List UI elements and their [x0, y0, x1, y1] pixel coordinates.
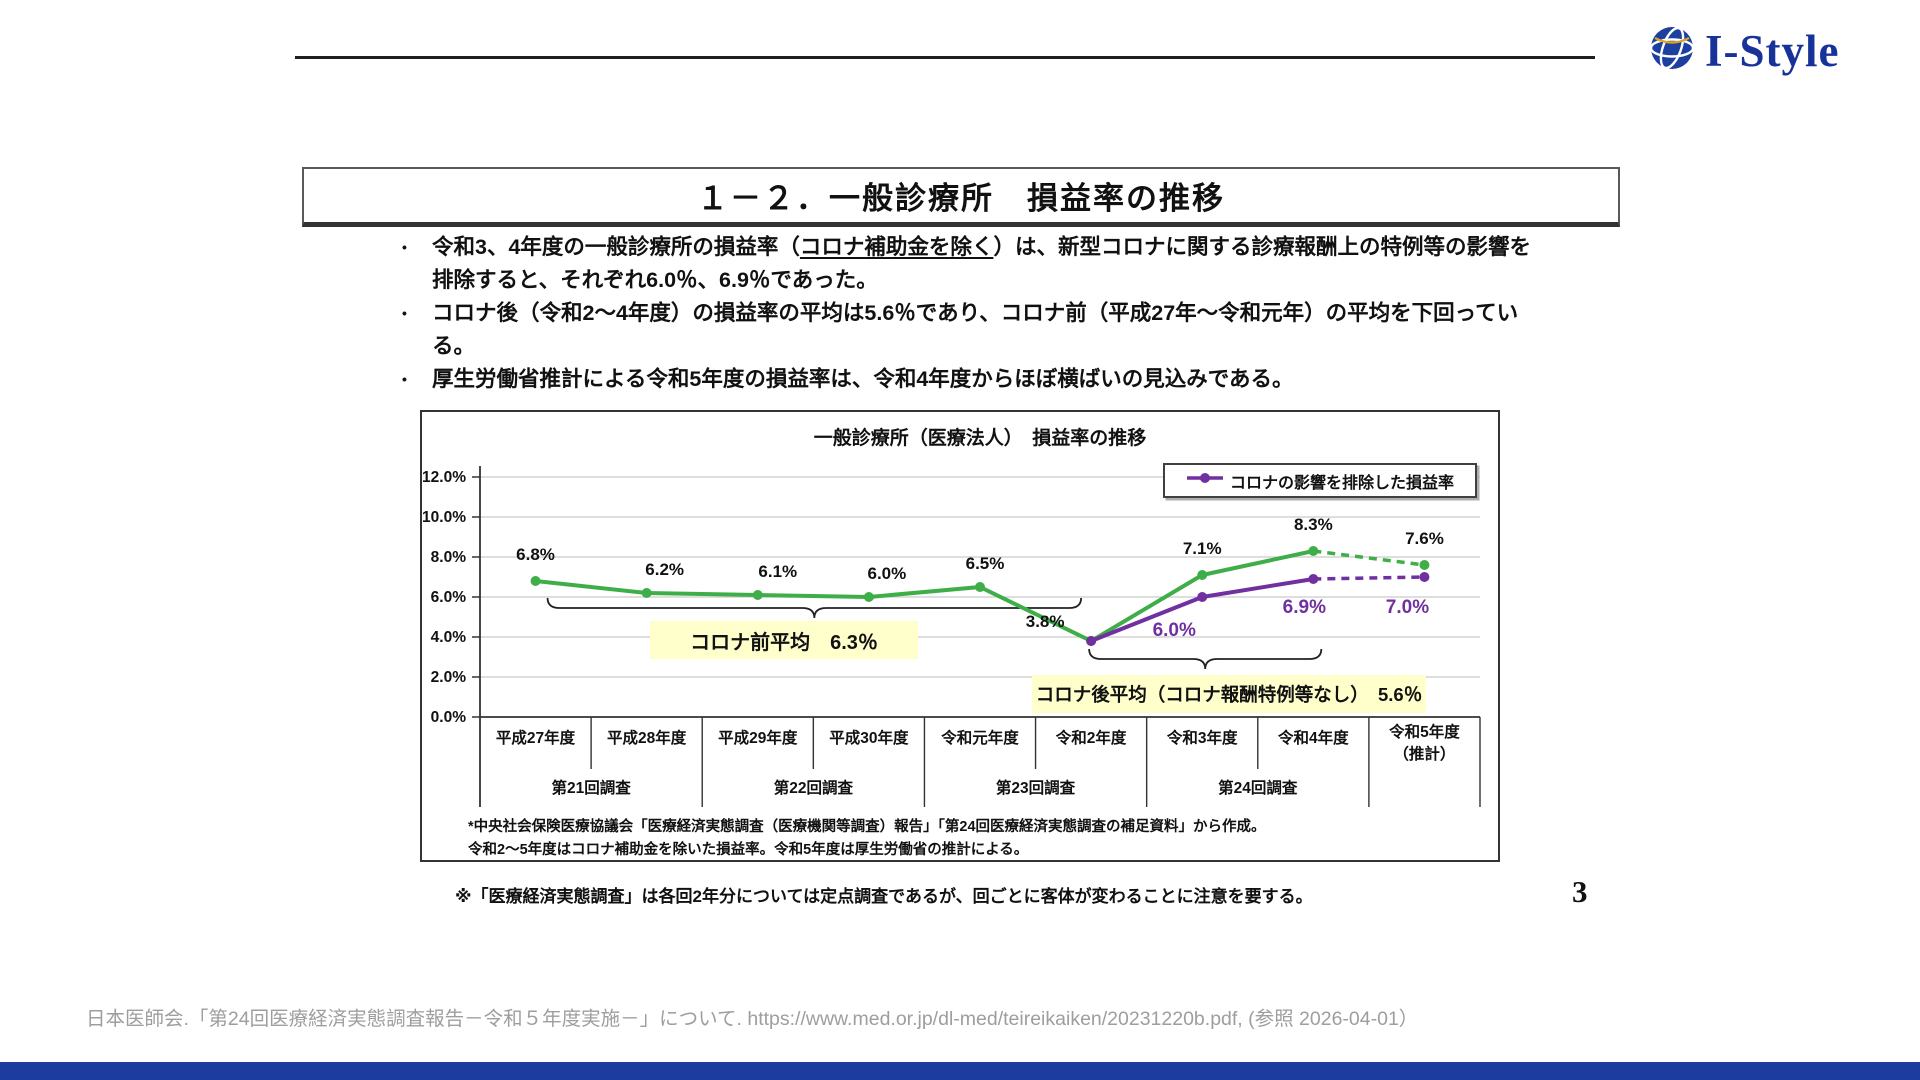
chart-legend: コロナの影響を排除した損益率	[1163, 463, 1477, 498]
y-tick-label: 8.0%	[431, 549, 467, 566]
caution-note: ※「医療経済実態調査」は各回2年分については定点調査であるが、回ごとに客体が変わ…	[455, 887, 1313, 906]
category-label: 平成30年度	[829, 728, 909, 747]
y-tick-label: 2.0%	[431, 669, 467, 686]
istyle-logo-text: I-Style	[1705, 25, 1840, 76]
istyle-logo: I-Style	[1648, 24, 1840, 77]
legend-line-marker-icon	[1186, 471, 1224, 490]
data-point	[1419, 572, 1430, 582]
header-rule	[295, 56, 1595, 59]
data-point	[863, 592, 874, 602]
data-point	[1197, 570, 1208, 580]
y-tick-label: 0.0%	[431, 709, 467, 726]
bullet-item-3: • 厚生労働省推計による令和5年度の損益率は、令和4年度からほぼ横ばいの見込みで…	[402, 363, 1547, 396]
bullet-text-1: 令和3、4年度の一般診療所の損益率（コロナ補助金を除く）は、新型コロナに関する診…	[432, 231, 1537, 297]
survey-group-label: 第24回調査	[1218, 778, 1298, 797]
data-point-label: 3.8%	[1026, 612, 1065, 631]
survey-group-label: 第22回調査	[774, 778, 854, 797]
bullet-item-1: • 令和3、4年度の一般診療所の損益率（コロナ補助金を除く）は、新型コロナに関す…	[402, 231, 1547, 297]
data-point-label: 6.8%	[516, 545, 555, 564]
chart-footnote-2: 令和2～5年度はコロナ補助金を除いた損益率。令和5年度は厚生労働省の推計による。	[468, 842, 1029, 858]
category-label: 平成28年度	[607, 728, 687, 747]
y-tick-label: 4.0%	[431, 629, 467, 646]
data-point-label: 7.0%	[1386, 597, 1429, 618]
bullet1-post: ）は、新型コロナに関する診療報酬上の特例等の影響を排除すると、それぞれ6.0％、…	[432, 235, 1531, 292]
survey-group-label: 第21回調査	[551, 778, 631, 797]
data-point	[1086, 636, 1097, 646]
annotation-pre-covid-average: コロナ前平均 6.3％	[650, 621, 918, 659]
category-label: 令和元年度	[940, 728, 1019, 747]
series-line-dashed	[1313, 549, 1425, 567]
category-label: 令和4年度	[1277, 728, 1349, 747]
category-label: （推計）	[1393, 744, 1455, 763]
bullet-text-2: コロナ後（令和2～4年度）の損益率の平均は5.6％であり、コロナ前（平成27年～…	[432, 301, 1519, 358]
series-line-dashed	[1313, 575, 1425, 581]
series-line	[535, 549, 1314, 643]
y-tick-label: 12.0%	[422, 469, 466, 486]
page-number: 3	[1572, 874, 1588, 909]
brace	[546, 597, 1083, 619]
bullet-dot: •	[402, 305, 407, 321]
data-point	[1197, 592, 1208, 602]
chart-footnote-1: *中央社会保険医療協議会「医療経済実態調査（医療機関等調査）報告」「第24回医療…	[468, 819, 1266, 835]
legend-label: コロナの影響を排除した損益率	[1229, 474, 1454, 492]
series-line	[1090, 577, 1314, 643]
data-point-label: 6.1%	[758, 562, 797, 581]
bottom-accent-bar	[0, 1062, 1920, 1080]
data-point-label: 6.5%	[966, 554, 1005, 573]
category-label: 令和5年度	[1388, 722, 1460, 741]
slide-title-box: １－２．一般診療所 損益率の推移	[302, 167, 1620, 227]
category-label: 平成27年度	[496, 728, 576, 747]
bullet1-pre: 令和3、4年度の一般診療所の損益率（	[432, 235, 800, 259]
annotation-post-covid-average: コロナ後平均（コロナ報酬特例等なし） 5.6％	[1032, 675, 1426, 713]
data-point	[975, 582, 985, 592]
data-point-label: 7.1%	[1183, 539, 1222, 558]
category-label: 平成29年度	[718, 728, 798, 747]
data-point	[1308, 574, 1319, 584]
y-tick-label: 10.0%	[422, 509, 466, 526]
data-point-label: 6.0%	[868, 564, 907, 583]
bullet1-underlined: コロナ補助金を除く	[799, 235, 994, 259]
category-label: 令和2年度	[1055, 728, 1127, 747]
brace	[1088, 648, 1323, 670]
bullet-dot: •	[402, 371, 407, 387]
data-point	[1308, 546, 1319, 556]
data-point	[530, 576, 541, 586]
y-tick-label: 6.0%	[431, 589, 467, 606]
chart-title: 一般診療所（医療法人） 損益率の推移	[813, 428, 1147, 449]
data-point-label: 6.9%	[1283, 597, 1326, 618]
data-point	[1419, 560, 1430, 570]
bullet-list: • 令和3、4年度の一般診療所の損益率（コロナ補助金を除く）は、新型コロナに関す…	[402, 231, 1547, 396]
footer-citation: 日本医師会.「第24回医療経済実態調査報告－令和５年度実施－」について. htt…	[86, 1008, 1419, 1030]
bullet-item-2: • コロナ後（令和2～4年度）の損益率の平均は5.6％であり、コロナ前（平成27…	[402, 297, 1547, 363]
bullet-dot: •	[402, 239, 407, 255]
category-label: 令和3年度	[1166, 728, 1238, 747]
data-point	[752, 590, 763, 600]
istyle-globe-icon	[1648, 24, 1696, 77]
bullet-text-3: 厚生労働省推計による令和5年度の損益率は、令和4年度からほぼ横ばいの見込みである…	[432, 367, 1294, 391]
data-point-label: 7.6%	[1405, 529, 1444, 548]
survey-group-label: 第23回調査	[996, 778, 1076, 797]
data-point-label: 6.0%	[1153, 620, 1196, 641]
slide-title: １－２．一般診療所 損益率の推移	[697, 181, 1225, 216]
data-point-label: 8.3%	[1294, 515, 1333, 534]
data-point	[641, 588, 652, 598]
data-point-label: 6.2%	[645, 560, 684, 579]
